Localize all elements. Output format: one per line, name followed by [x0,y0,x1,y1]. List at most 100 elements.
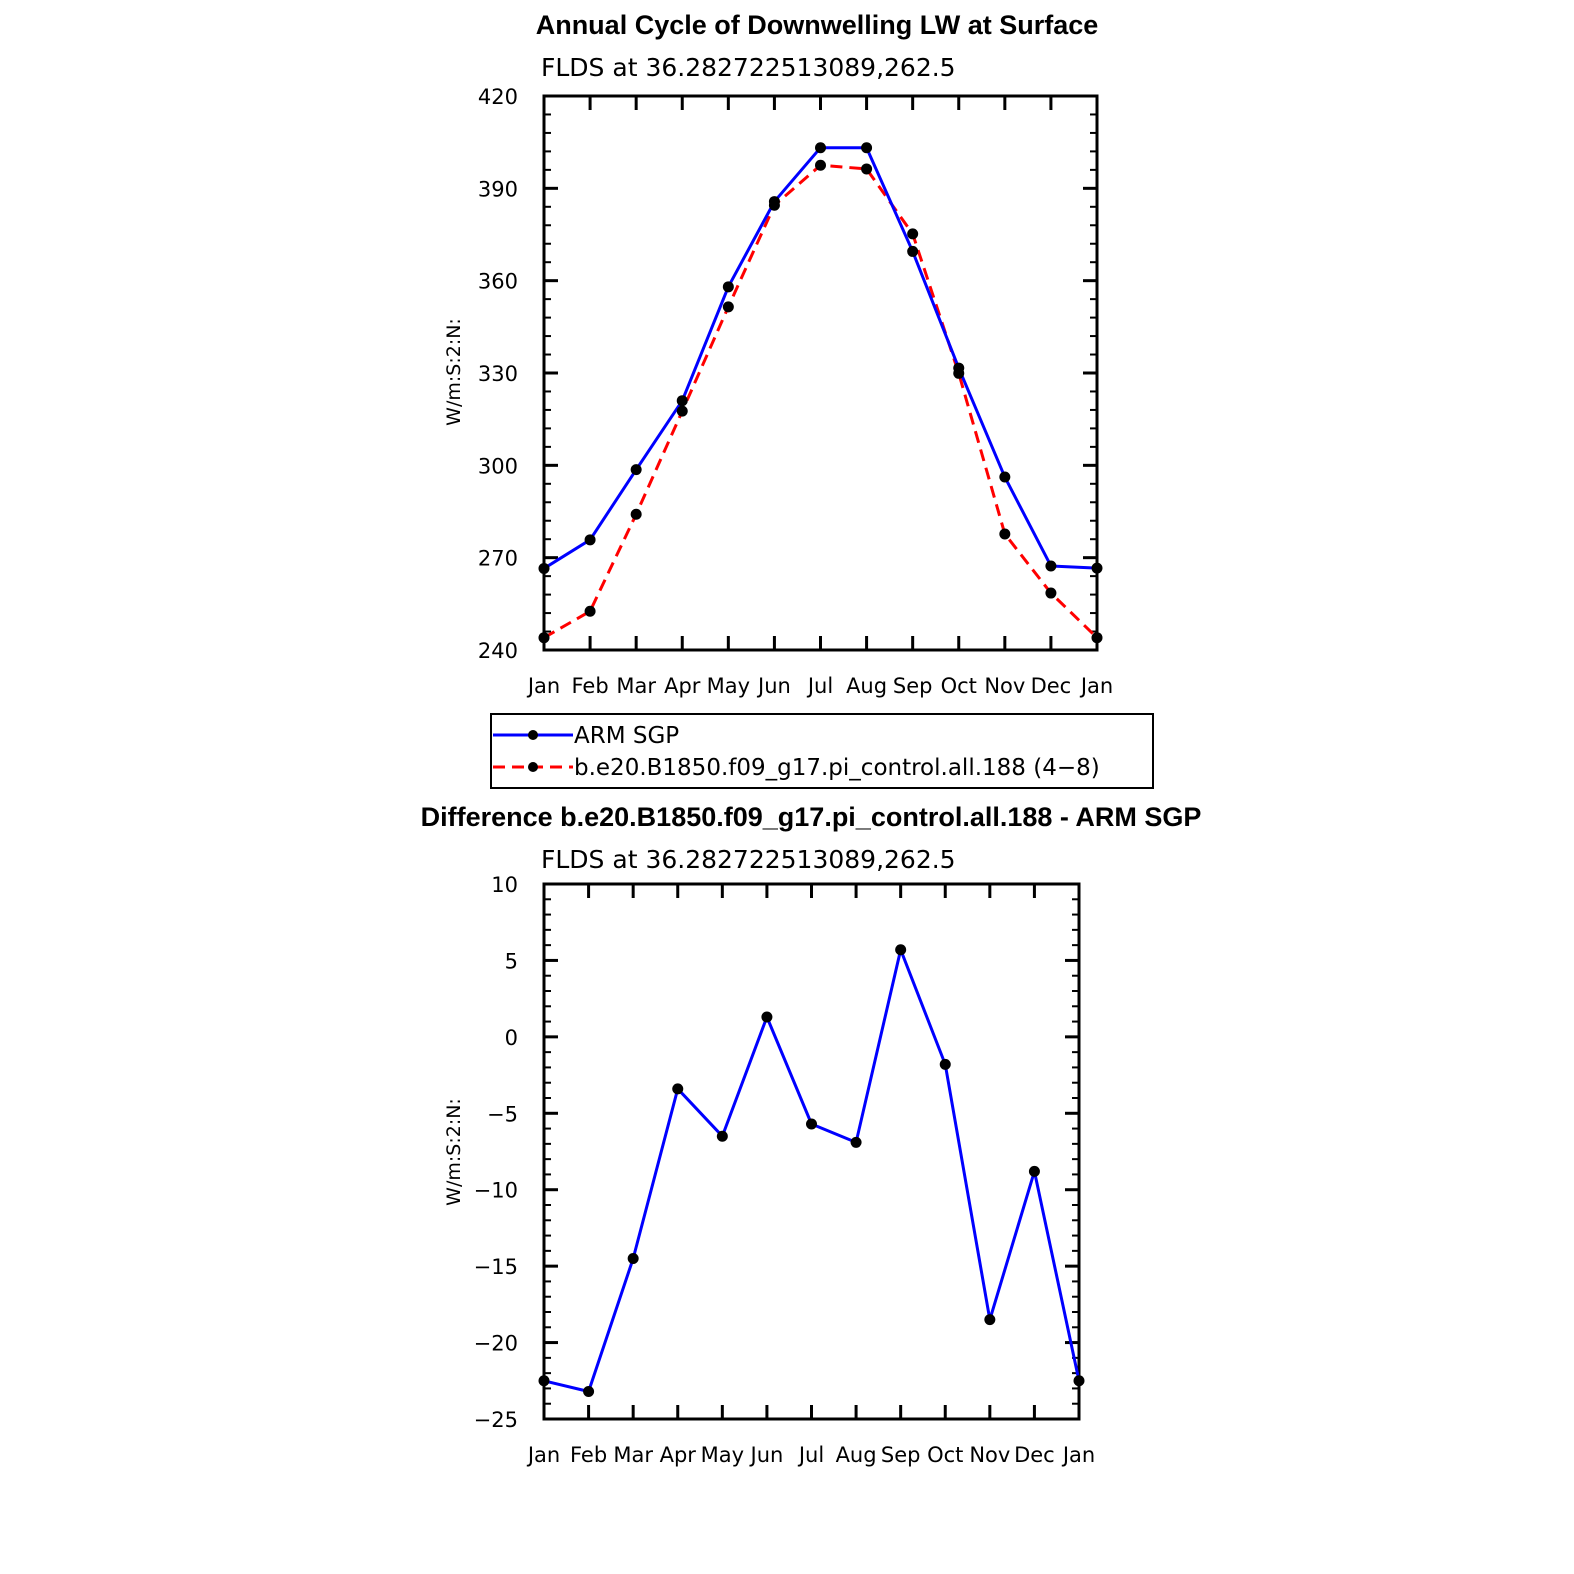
top-x-tick-label: Oct [941,674,977,698]
top-series-1-point [1091,632,1103,644]
bottom-series-0-point [583,1385,595,1397]
bottom-y-tick-label: −5 [487,1102,518,1126]
legend-entry-arm-sgp: ARM SGP [493,723,679,749]
top-series-0-point [630,464,642,476]
top-x-tick-label: Jun [756,674,791,698]
top-series-0-point [815,142,826,154]
bottom-series-0-point [1028,1165,1040,1177]
top-series-1-point [584,605,596,617]
bottom-plot-frame [542,882,1081,1421]
legend-entry-model: b.e20.B1850.f09_g17.pi_control.all.188 (… [493,755,1100,781]
top-y-tick-label: 300 [478,454,518,478]
bottom-plot-area: Jan Feb Mar Apr May Jun Jul Aug Sep Oct Nov Dec Jan−… [474,873,1096,1467]
bottom-series-0-point [672,1083,684,1095]
bottom-chart-subtitle: FLDS at 36.282722513089,262.5 [541,845,956,874]
top-y-tick-label: 330 [478,362,518,386]
bottom-series-0-point [984,1314,996,1326]
bottom-y-tick-label: −10 [474,1179,518,1203]
bottom-x-tick-label: May [701,1443,744,1467]
top-series-0-point [861,142,873,154]
bottom-y-tick-label: 0 [505,1026,518,1050]
bottom-y-tick-label: 5 [505,949,518,973]
bottom-series-0-point [939,1058,951,1070]
bottom-x-tick-label: Apr [660,1443,697,1467]
legend-label-arm-sgp: ARM SGP [574,723,679,749]
top-x-tick-label: Nov [984,674,1025,698]
top-x-tick-label: Aug [846,674,887,698]
top-series-1-point [953,367,965,379]
bottom-x-tick-label: Dec [1014,1443,1055,1467]
top-series-1-point [861,163,873,175]
bottom-chart-title: Difference b.e20.B1850.f09_g17.pi_contro… [421,802,1202,832]
top-series-0-point [1091,562,1103,574]
top-series-0-point [538,562,550,574]
top-y-tick-label: 240 [478,639,518,663]
bottom-y-tick-label: −20 [474,1332,518,1356]
top-x-tick-label: Feb [571,674,608,698]
top-series-1-point [722,301,734,313]
bottom-series-0-point [716,1130,728,1142]
top-series-1-point [630,508,642,520]
top-series-1-point [999,528,1011,540]
top-series-1-point [676,405,688,417]
bottom-series-0-point [895,944,907,956]
top-series-0-point [676,395,688,407]
top-y-axis-label: W/m:S:2:N: [443,318,465,426]
top-x-tick-label: Jan [526,674,560,698]
top-y-tick-label: 390 [478,177,518,201]
legend-marker-model [528,762,538,772]
top-series-1-point [1045,587,1057,599]
bottom-x-tick-label: Jul [797,1443,824,1467]
bottom-series-line-0 [543,948,1081,1393]
top-x-tick-label: May [707,674,750,698]
bottom-x-tick-label: Oct [927,1443,963,1467]
top-series-line-1 [543,163,1099,639]
bottom-x-tick-label: Aug [836,1443,877,1467]
bottom-x-tick-label: Mar [613,1443,653,1467]
top-series-1-point [815,159,826,171]
bottom-series-0-point [538,1375,550,1387]
top-x-tick-label: Jan [1079,674,1113,698]
bottom-series-0-point [1073,1375,1085,1387]
top-plot-frame [542,94,1099,652]
top-chart-subtitle: FLDS at 36.282722513089,262.5 [541,53,956,82]
bottom-x-tick-label: Nov [969,1443,1010,1467]
top-y-tick-label: 420 [478,85,518,109]
top-series-1-point [538,632,550,644]
top-series-0-point [999,471,1011,483]
top-x-tick-label: Mar [616,674,656,698]
bottom-x-tick-label: Feb [570,1443,607,1467]
bottom-x-tick-label: Sep [881,1443,921,1467]
top-series-0-point [584,534,596,546]
bottom-series-0-point [850,1136,862,1148]
top-x-tick-label: Jul [806,674,833,698]
bottom-series-0-point [761,1011,773,1023]
top-x-tick-label: Apr [664,674,701,698]
top-series-0-point [722,281,734,293]
top-x-tick-label: Sep [893,674,933,698]
top-y-tick-label: 360 [478,270,518,294]
bottom-y-tick-label: −25 [474,1408,518,1432]
top-y-tick-label: 270 [478,547,518,571]
bottom-series-0-point [627,1253,639,1264]
top-series-0-point [907,245,919,257]
top-series-1-point [907,228,919,240]
bottom-series-0-point [806,1118,817,1130]
top-plot-area: Jan Feb Mar Apr May Jun Jul Aug Sep Oct Nov Dec Jan 2… [478,85,1113,698]
top-chart-title: Annual Cycle of Downwelling LW at Surfac… [536,10,1099,40]
legend-marker-arm-sgp [528,730,538,740]
bottom-x-tick-label: Jan [1061,1443,1095,1467]
legend-label-model: b.e20.B1850.f09_g17.pi_control.all.188 (… [574,755,1100,781]
legend: ARM SGP b.e20.B1850.f09_g17.pi_control.a… [490,713,1154,789]
top-series-line-0 [543,146,1098,570]
top-series-1-point [768,199,780,211]
bottom-y-tick-label: −15 [474,1255,518,1279]
bottom-y-axis-label: W/m:S:2:N: [443,1098,465,1206]
bottom-y-tick-label: 10 [491,873,518,897]
bottom-x-tick-label: Jan [526,1443,560,1467]
legend-box [490,713,1154,789]
top-series-0-point [1045,560,1057,572]
top-x-tick-label: Dec [1031,674,1072,698]
bottom-x-tick-label: Jun [749,1443,784,1467]
